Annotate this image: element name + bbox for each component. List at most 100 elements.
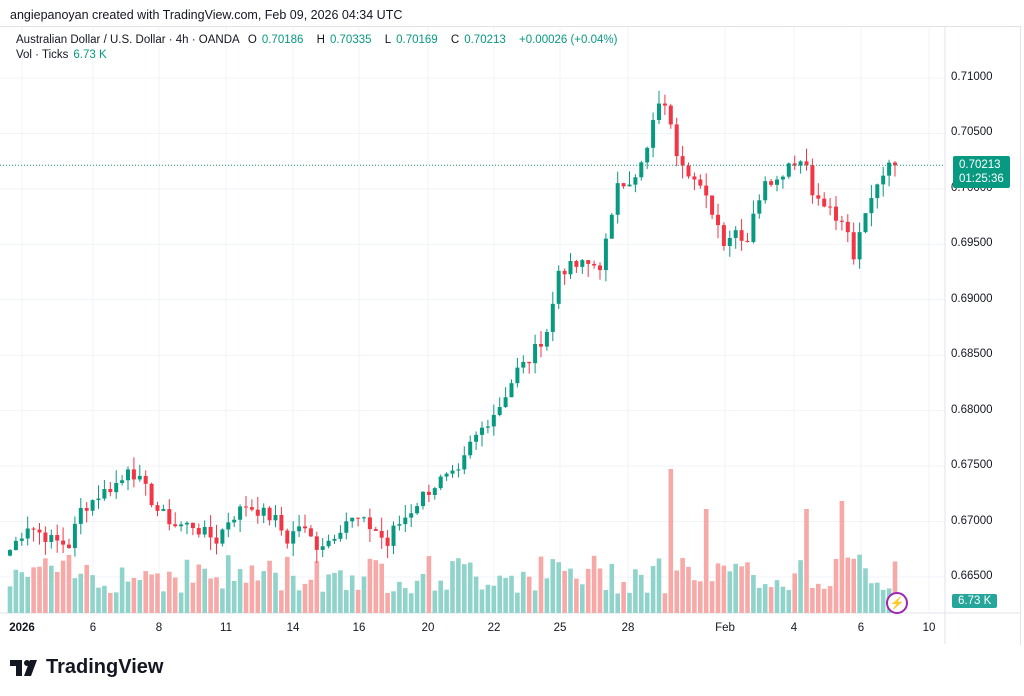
candle-body [887, 162, 892, 176]
volume-bar [585, 568, 591, 613]
low-value: 0.70169 [396, 34, 438, 46]
lightning-icon[interactable]: ⚡ [886, 592, 908, 614]
volume-bar [78, 573, 84, 613]
time-axis-label: 4 [790, 622, 798, 634]
volume-bar [37, 566, 42, 613]
volume-label[interactable]: Vol · Ticks [16, 49, 69, 61]
time-axis-label: 28 [621, 622, 635, 634]
candle-body [179, 524, 184, 527]
volume-bar [332, 572, 337, 613]
volume-bar [267, 560, 272, 613]
candle-body [462, 455, 467, 470]
time-axis-label: 6 [89, 622, 97, 634]
volume-bar [119, 567, 125, 613]
volume-bar [633, 569, 638, 613]
candle-body [320, 546, 325, 550]
volume-bar [497, 575, 502, 613]
time-axis-label: 6 [857, 622, 865, 634]
volume-bar [509, 575, 514, 613]
candle-body [403, 517, 408, 525]
volume-bar [680, 558, 685, 613]
volume-bar [709, 581, 715, 613]
volume-bar [491, 585, 497, 613]
volume-bar [344, 590, 349, 613]
candle-body [332, 538, 337, 541]
time-axis-label: 8 [155, 622, 163, 634]
symbol-title[interactable]: Australian Dollar / U.S. Dollar · 4h · O… [16, 34, 240, 46]
volume-bar [249, 565, 255, 613]
candle-body [480, 427, 484, 435]
volume-bar [161, 591, 166, 613]
candle-body [214, 537, 219, 544]
candle-body [845, 221, 850, 233]
candle-body [751, 213, 756, 242]
volume-bar [196, 564, 202, 613]
candle-body [710, 195, 715, 215]
candle-body [474, 434, 479, 442]
candle-body [226, 522, 231, 530]
candle-body [485, 426, 490, 428]
last-price-badge: 0.70213 01:25:36 [953, 156, 1010, 188]
volume-bar [768, 587, 774, 613]
candle-body [727, 237, 732, 246]
candle-body [102, 489, 107, 499]
volume-bar [532, 590, 538, 613]
open-label: O [247, 34, 257, 46]
volume-bar [804, 509, 809, 613]
volume-bar [786, 590, 792, 613]
volume-bar [361, 576, 367, 613]
candle-body [285, 530, 290, 544]
volume-bar [762, 584, 768, 613]
time-axis-label: 16 [352, 622, 366, 634]
candle-body [120, 480, 125, 484]
volume-bar [379, 563, 384, 613]
volume-bar [562, 570, 567, 613]
candle-body [55, 535, 60, 541]
candle-body [739, 230, 744, 241]
candle-body [43, 532, 48, 542]
candle-body [757, 200, 762, 214]
candle-body [527, 361, 532, 364]
price-axis-label: 0.68000 [951, 403, 993, 416]
volume-bar [857, 554, 862, 613]
volume-bar [367, 558, 373, 613]
candle-body [716, 214, 720, 226]
candle-body [745, 240, 750, 242]
candle-body [456, 469, 461, 471]
candle-body [90, 500, 95, 511]
candle-body [267, 507, 272, 521]
volume-bar [84, 564, 89, 613]
volume-bar [172, 577, 178, 613]
volume-bar [137, 580, 143, 613]
volume-bar [184, 559, 190, 613]
volume-bar [757, 587, 762, 613]
candle-body [491, 414, 496, 427]
candle-body [126, 469, 130, 481]
volume-bar [125, 581, 131, 613]
volume-bar [703, 509, 709, 613]
candle-body [131, 469, 136, 480]
candle-body [238, 506, 243, 520]
candle-body [326, 540, 331, 547]
volume-bar [279, 590, 284, 613]
candle-body [426, 491, 431, 495]
tradingview-logo[interactable]: TradingView [10, 656, 163, 679]
volume-bar [66, 554, 72, 613]
volume-bar [792, 573, 797, 613]
candle-body [804, 161, 809, 166]
candle-body [13, 540, 18, 551]
candle-body [775, 179, 779, 185]
candle-body [291, 531, 296, 544]
candle-body [686, 165, 691, 177]
volume-bar [715, 563, 721, 613]
volume-bar [692, 580, 697, 613]
volume-bar [863, 568, 868, 613]
candle-body [350, 517, 355, 522]
candle-body [25, 528, 30, 539]
volume-bar [668, 469, 674, 613]
volume-bar [627, 592, 632, 613]
candle-body [816, 195, 821, 199]
candle-body [303, 526, 307, 529]
volume-bar [450, 561, 455, 613]
